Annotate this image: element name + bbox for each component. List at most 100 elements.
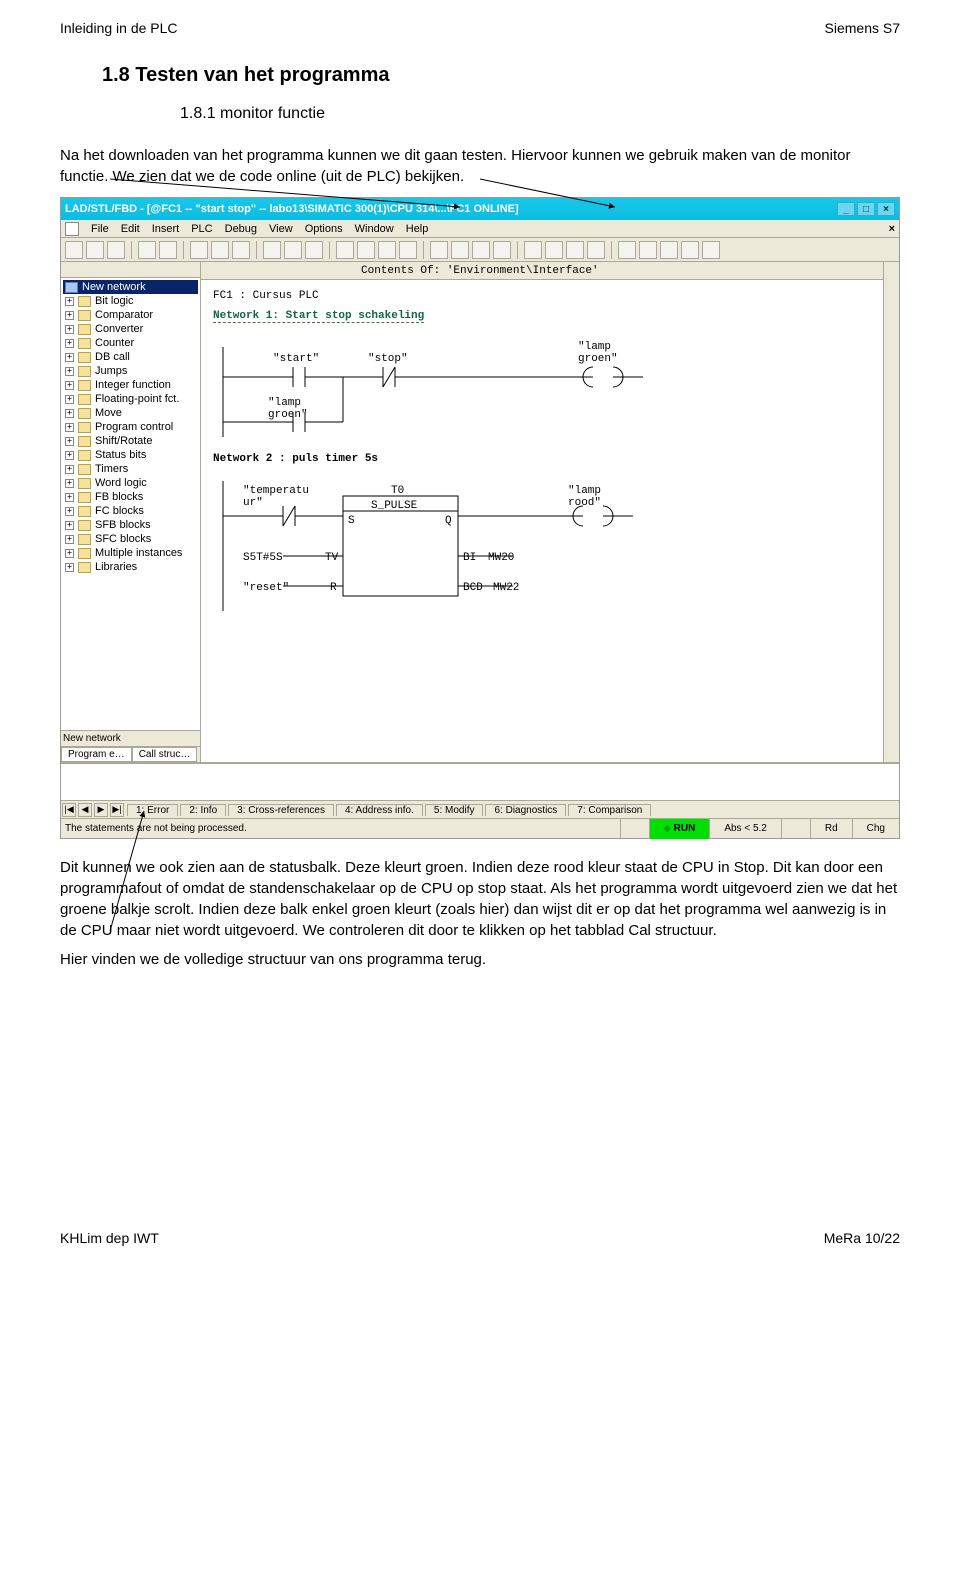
close-document-button[interactable]: × [889, 223, 895, 235]
arrow-to-title-left [110, 177, 530, 217]
svg-text:S5T#5S: S5T#5S [243, 552, 283, 564]
svg-text:S: S [348, 515, 355, 527]
svg-text:MW20: MW20 [488, 552, 514, 564]
tree-item[interactable]: +Word logic [63, 476, 198, 490]
svg-text:"lampgroen": "lampgroen" [578, 341, 618, 365]
tab-program-elements[interactable]: Program e… [61, 747, 132, 762]
footer-left: KHLim dep IWT [60, 1230, 159, 1246]
tree-item[interactable]: +Bit logic [63, 294, 198, 308]
toolbar-icon[interactable] [378, 241, 396, 259]
tree-item[interactable]: +SFB blocks [63, 518, 198, 532]
network-1-diagram: "start" "stop" "lampgroen" "lampgroen" [213, 327, 773, 447]
tree-item[interactable]: +DB call [63, 350, 198, 364]
menu-window[interactable]: Window [355, 223, 394, 235]
status-run: RUN [649, 819, 710, 839]
status-abs: Abs < 5.2 [709, 819, 781, 839]
tree-item[interactable]: +Counter [63, 336, 198, 350]
toolbar-icon[interactable] [430, 241, 448, 259]
menu-view[interactable]: View [269, 223, 293, 235]
svg-text:"lamprood": "lamprood" [568, 485, 601, 509]
tree-item[interactable]: +Jumps [63, 364, 198, 378]
tree-item[interactable]: +Timers [63, 462, 198, 476]
toolbar-icon[interactable] [493, 241, 511, 259]
toolbar-icon[interactable] [65, 241, 83, 259]
menu-plc[interactable]: PLC [191, 223, 212, 235]
toolbar [61, 238, 899, 262]
tree-item[interactable]: +Libraries [63, 560, 198, 574]
toolbar-icon[interactable] [263, 241, 281, 259]
toolbar-icon[interactable] [587, 241, 605, 259]
menu-edit[interactable]: Edit [121, 223, 140, 235]
element-tree[interactable]: New network+Bit logic+Comparator+Convert… [61, 278, 200, 730]
svg-text:R: R [330, 582, 337, 594]
doc-footer: KHLim dep IWT MeRa 10/22 [60, 1230, 900, 1266]
footer-right: MeRa 10/22 [824, 1230, 900, 1246]
toolbar-icon[interactable] [524, 241, 542, 259]
toolbar-icon[interactable] [357, 241, 375, 259]
menu-options[interactable]: Options [305, 223, 343, 235]
heading-1-8-1: 1.8.1 monitor functie [180, 105, 900, 123]
tree-item[interactable]: +FC blocks [63, 504, 198, 518]
tree-item[interactable]: +Program control [63, 420, 198, 434]
toolbar-icon[interactable] [159, 241, 177, 259]
toolbar-icon[interactable] [232, 241, 250, 259]
tree-item[interactable]: +Comparator [63, 308, 198, 322]
toolbar-icon[interactable] [190, 241, 208, 259]
vertical-scrollbar[interactable] [883, 262, 899, 762]
network-2-title: Network 2 : puls timer 5s [213, 453, 871, 465]
ladder-editor[interactable]: FC1 : Cursus PLC Network 1: Start stop s… [201, 280, 883, 762]
toolbar-icon[interactable] [138, 241, 156, 259]
svg-text:"reset": "reset" [243, 582, 289, 594]
tree-item[interactable]: +Move [63, 406, 198, 420]
nav-first[interactable]: |◀ [62, 803, 76, 817]
close-button[interactable]: × [877, 202, 895, 216]
tree-item[interactable]: +Shift/Rotate [63, 434, 198, 448]
maximize-button[interactable]: □ [857, 202, 875, 216]
fc-title: FC1 : Cursus PLC [213, 290, 871, 302]
svg-text:MW22: MW22 [493, 582, 519, 594]
tab-call-structure[interactable]: Call struc… [132, 747, 198, 762]
minimize-button[interactable]: _ [837, 202, 855, 216]
toolbar-icon[interactable] [86, 241, 104, 259]
toolbar-icon[interactable] [618, 241, 636, 259]
menu-help[interactable]: Help [406, 223, 429, 235]
toolbar-icon[interactable] [211, 241, 229, 259]
tree-item[interactable]: +Converter [63, 322, 198, 336]
left-panel: New network+Bit logic+Comparator+Convert… [61, 262, 201, 762]
toolbar-icon[interactable] [660, 241, 678, 259]
contents-bar: Contents Of: 'Environment\Interface' [201, 262, 883, 280]
menu-debug[interactable]: Debug [225, 223, 257, 235]
toolbar-icon[interactable] [336, 241, 354, 259]
svg-text:TV: TV [325, 552, 339, 564]
toolbar-icon[interactable] [639, 241, 657, 259]
toolbar-icon[interactable] [399, 241, 417, 259]
tree-item[interactable]: +Status bits [63, 448, 198, 462]
tree-item[interactable]: +FB blocks [63, 490, 198, 504]
tree-item[interactable]: +Floating-point fct. [63, 392, 198, 406]
status-rd: Rd [810, 819, 852, 839]
toolbar-icon[interactable] [305, 241, 323, 259]
toolbar-icon[interactable] [545, 241, 563, 259]
toolbar-icon[interactable] [107, 241, 125, 259]
tree-item-selected[interactable]: New network [63, 280, 198, 294]
toolbar-icon[interactable] [702, 241, 720, 259]
network-1-title: Network 1: Start stop schakeling [213, 310, 424, 323]
toolbar-icon[interactable] [681, 241, 699, 259]
tree-item[interactable]: +SFC blocks [63, 532, 198, 546]
left-panel-status: New network [61, 730, 200, 746]
menu-insert[interactable]: Insert [152, 223, 180, 235]
doc-header: Inleiding in de PLC Siemens S7 [60, 20, 900, 36]
toolbar-icon[interactable] [451, 241, 469, 259]
nav-prev[interactable]: ◀ [78, 803, 92, 817]
app-window: LAD/STL/FBD - [@FC1 -- "start stop" -- l… [60, 197, 900, 839]
tree-item[interactable]: +Multiple instances [63, 546, 198, 560]
svg-text:BCD: BCD [463, 582, 483, 594]
toolbar-icon[interactable] [566, 241, 584, 259]
toolbar-icon[interactable] [472, 241, 490, 259]
toolbar-icon[interactable] [284, 241, 302, 259]
heading-1-8: 1.8 Testen van het programma [102, 64, 900, 87]
tree-item[interactable]: +Integer function [63, 378, 198, 392]
svg-text:"lampgroen": "lampgroen" [268, 397, 308, 421]
menu-file[interactable]: File [91, 223, 109, 235]
svg-text:S_PULSE: S_PULSE [371, 500, 418, 512]
